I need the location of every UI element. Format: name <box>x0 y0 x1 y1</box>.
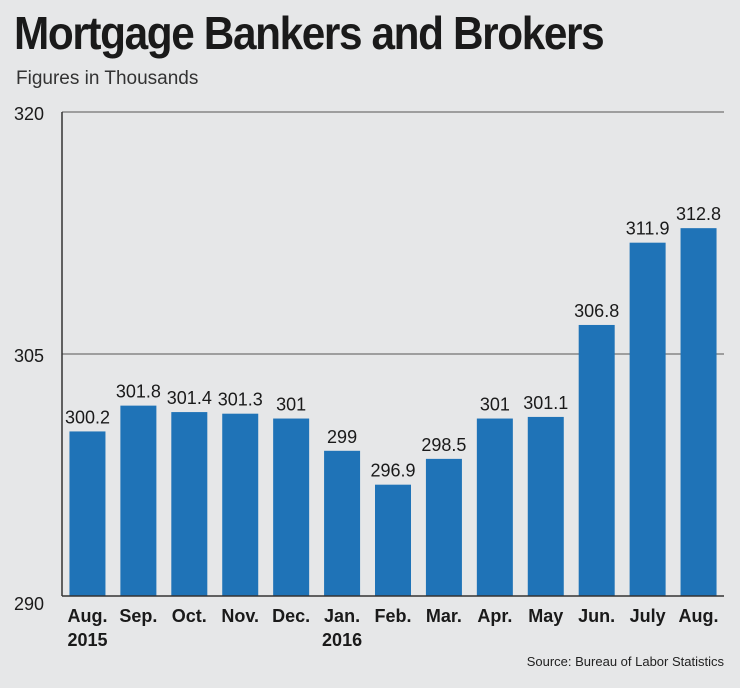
x-tick-label: Mar. <box>426 606 462 626</box>
source-note: Source: Bureau of Labor Statistics <box>526 654 724 669</box>
bar <box>171 412 208 596</box>
bar <box>527 416 564 596</box>
x-tick-year-label: 2016 <box>322 630 362 650</box>
data-label: 306.8 <box>574 301 619 321</box>
x-tick-label: Aug. <box>67 606 107 626</box>
x-tick-label: May <box>528 606 563 626</box>
x-tick-label: Nov. <box>221 606 259 626</box>
bar <box>273 418 310 596</box>
bar <box>120 405 157 596</box>
bar <box>476 418 513 596</box>
labels: 290 305 320 300.2 Aug. 2015 301.8 Sep. 301.4 Oct.… <box>14 104 721 650</box>
data-label: 301.1 <box>523 393 568 413</box>
data-label: 312.8 <box>676 204 721 224</box>
x-tick-label: Apr. <box>477 606 512 626</box>
grid-lines <box>62 111 724 355</box>
data-label: 296.9 <box>370 461 415 481</box>
x-tick-label: July <box>630 606 666 626</box>
chart-title: Mortgage Bankers and Brokers <box>14 7 605 59</box>
data-label: 301.4 <box>167 388 212 408</box>
bar <box>375 484 411 596</box>
y-tick-label: 290 <box>14 594 44 614</box>
bar <box>629 242 666 596</box>
data-label: 298.5 <box>421 435 466 455</box>
x-tick-label: Dec. <box>272 606 310 626</box>
x-tick-label: Feb. <box>374 606 411 626</box>
data-label: 300.2 <box>65 407 110 427</box>
bar <box>425 458 462 596</box>
x-tick-label: Sep. <box>119 606 157 626</box>
data-label: 301 <box>276 395 306 415</box>
bar <box>680 228 717 596</box>
x-tick-label: Jan. <box>324 606 360 626</box>
axes <box>61 112 724 597</box>
x-tick-label: Oct. <box>172 606 207 626</box>
y-tick-label: 320 <box>14 104 44 124</box>
bar <box>578 324 615 596</box>
bars <box>69 228 717 596</box>
data-label: 301.8 <box>116 382 161 402</box>
x-tick-label: Aug. <box>679 606 719 626</box>
chart-subtitle: Figures in Thousands <box>16 68 199 89</box>
y-tick-label: 305 <box>14 346 44 366</box>
bar <box>324 450 361 596</box>
x-tick-label: Jun. <box>578 606 615 626</box>
data-label: 301 <box>480 395 510 415</box>
data-label: 311.9 <box>626 219 670 239</box>
data-label: 301.3 <box>218 390 263 410</box>
bar <box>69 431 106 596</box>
data-label: 299 <box>327 427 357 447</box>
x-tick-year-label: 2015 <box>67 630 107 650</box>
bar <box>222 413 259 596</box>
